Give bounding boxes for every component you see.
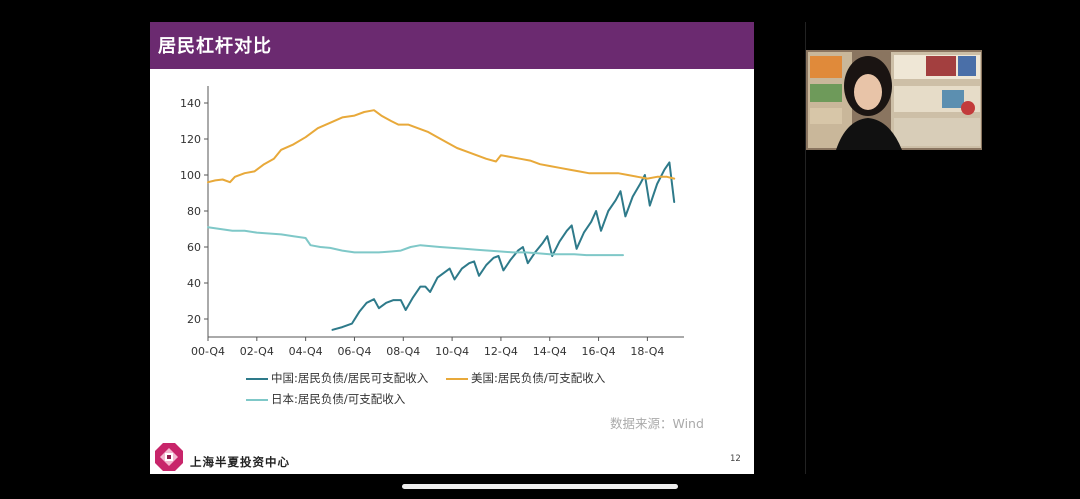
y-tick-label: 60 (187, 241, 201, 254)
presentation-slide: 居民杠杆对比 20 40 60 80 100 120 140 00-Q4 02-Q4 04-Q4… (150, 22, 754, 474)
y-tick-label: 40 (187, 277, 201, 290)
x-tick-label: 00-Q4 (191, 345, 225, 358)
x-axis: 00-Q4 02-Q4 04-Q4 06-Q4 08-Q4 10-Q4 12-Q4 14-Q4… (191, 336, 684, 358)
x-tick-label: 04-Q4 (289, 345, 323, 358)
y-tick-label: 140 (180, 97, 201, 110)
x-tick-label: 08-Q4 (386, 345, 420, 358)
legend-swatch-china (246, 377, 268, 380)
webcam-video[interactable] (806, 50, 982, 150)
y-tick-label: 80 (187, 205, 201, 218)
y-tick-label: 20 (187, 313, 201, 326)
org-name: 上海半夏投资中心 (190, 455, 290, 469)
y-axis: 20 40 60 80 100 120 140 (180, 86, 209, 337)
x-tick-label: 16-Q4 (582, 345, 616, 358)
org-logo-icon (155, 443, 183, 471)
legend-label-usa: 美国:居民负债/可支配收入 (471, 371, 606, 385)
x-tick-label: 06-Q4 (337, 345, 371, 358)
panel-divider (805, 22, 806, 474)
x-tick-label: 10-Q4 (435, 345, 469, 358)
x-tick-label: 18-Q4 (630, 345, 664, 358)
legend-item-china: 中国:居民负债/居民可支配收入 (246, 370, 428, 386)
series-japan-line (207, 226, 624, 257)
legend-swatch-usa (446, 377, 468, 380)
x-tick-label: 14-Q4 (533, 345, 567, 358)
presenter-video-icon (806, 50, 982, 150)
x-tick-label: 02-Q4 (240, 345, 274, 358)
legend-item-usa: 美国:居民负债/可支配收入 (446, 370, 605, 386)
legend-label-china: 中国:居民负债/居民可支配收入 (271, 371, 429, 385)
series-china-line (331, 161, 676, 331)
data-source-note: 数据来源：Wind (610, 416, 704, 431)
page-number: 12 (730, 454, 741, 464)
home-indicator[interactable] (402, 484, 678, 489)
slide-title-bar: 居民杠杆对比 (150, 22, 754, 69)
y-tick-label: 100 (180, 169, 201, 182)
x-tick-label: 12-Q4 (484, 345, 518, 358)
legend-swatch-japan (246, 398, 268, 401)
legend-label-japan: 日本:居民负债/可支配收入 (271, 392, 406, 406)
slide-title: 居民杠杆对比 (158, 36, 272, 57)
series-usa-line (207, 109, 676, 184)
legend-item-japan: 日本:居民负债/可支配收入 (246, 391, 405, 407)
y-tick-label: 120 (180, 133, 201, 146)
line-chart: 20 40 60 80 100 120 140 00-Q4 02-Q4 04-Q4 06-Q4 08… (180, 86, 684, 358)
chart-series (207, 109, 676, 331)
